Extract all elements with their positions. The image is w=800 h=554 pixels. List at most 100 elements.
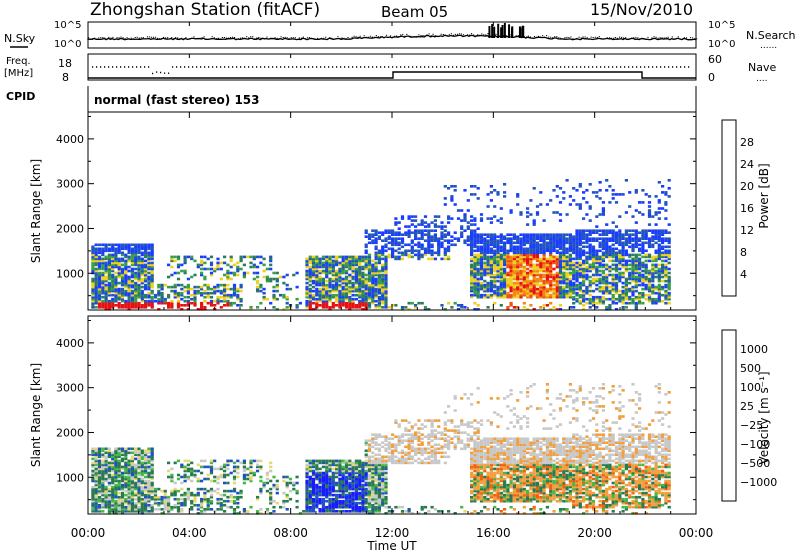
heatmap-cell: [223, 463, 227, 467]
heatmap-cell: [519, 271, 523, 275]
heatmap-cell: [364, 231, 368, 234]
heatmap-cell: [582, 191, 586, 194]
heatmap-cell: [216, 499, 220, 503]
heatmap-cell: [186, 304, 190, 307]
heatmap-cell: [384, 291, 388, 295]
heatmap-cell: [575, 293, 579, 297]
heatmap-cell: [565, 257, 569, 261]
heatmap-cell: [127, 510, 131, 513]
heatmap-cell: [226, 489, 230, 493]
heatmap-cell: [667, 285, 671, 289]
heatmap-cell: [470, 241, 474, 245]
heatmap-cell: [203, 275, 207, 279]
heatmap-cell: [196, 265, 200, 269]
heatmap-cell: [430, 251, 434, 255]
heatmap-cell: [348, 491, 352, 495]
heatmap-cell: [417, 223, 421, 226]
heatmap-cell: [529, 247, 533, 251]
heatmap-cell: [180, 501, 184, 505]
heatmap-cell: [308, 505, 312, 509]
heatmap-cell: [318, 489, 322, 493]
heatmap-cell: [318, 499, 322, 503]
heatmap-cell: [588, 233, 592, 236]
heatmap-cell: [120, 295, 125, 299]
heatmap-cell: [667, 195, 671, 198]
heatmap-cell: [144, 245, 148, 249]
heatmap-cell: [335, 297, 339, 301]
heatmap-cell: [423, 221, 428, 224]
heatmap-cell: [509, 233, 513, 236]
heatmap-cell: [127, 297, 131, 301]
heatmap-cell: [308, 297, 312, 301]
heatmap-cell: [318, 291, 322, 295]
heatmap-cell: [516, 193, 520, 196]
heatmap-cell: [512, 291, 516, 295]
heatmap-cell: [562, 261, 566, 265]
heatmap-cell: [384, 269, 388, 273]
heatmap-cell: [420, 245, 424, 249]
heatmap-cell: [321, 508, 325, 511]
heatmap-cell: [94, 475, 98, 479]
heatmap-cell: [170, 505, 174, 509]
heatmap-cell: [433, 215, 437, 218]
heatmap-cell: [341, 293, 345, 297]
heatmap-cell: [101, 251, 105, 255]
heatmap-cell: [147, 251, 151, 255]
heatmap-cell: [545, 263, 549, 267]
heatmap-cell: [638, 275, 642, 279]
heatmap-cell: [391, 249, 395, 253]
heatmap-cell: [384, 281, 388, 285]
heatmap-cell: [160, 297, 164, 301]
heatmap-cell: [311, 505, 316, 509]
heatmap-cell: [483, 263, 487, 267]
heatmap-cell: [97, 510, 102, 513]
heatmap-cell: [545, 293, 549, 297]
heatmap-cell: [578, 269, 582, 273]
heatmap-cell: [667, 187, 671, 190]
heatmap-cell: [315, 461, 319, 465]
heatmap-cell: [265, 471, 269, 475]
heatmap-cell: [242, 255, 246, 259]
heatmap-cell: [127, 285, 131, 289]
heatmap-cell: [127, 243, 131, 247]
heatmap-cell: [565, 271, 569, 275]
heatmap-cell: [124, 449, 128, 453]
heatmap-cell: [167, 495, 171, 499]
heatmap-cell: [634, 275, 638, 279]
heatmap-cell: [638, 293, 642, 297]
heatmap-cell: [499, 273, 503, 277]
heatmap-cell: [608, 201, 612, 204]
heatmap-cell: [575, 265, 579, 269]
heatmap-cell: [107, 497, 111, 501]
heatmap-cell: [516, 293, 520, 297]
heatmap-cell: [256, 265, 260, 269]
heatmap-cell: [657, 207, 661, 210]
heatmap-cell: [325, 287, 329, 291]
heatmap-cell: [486, 263, 490, 267]
heatmap-cell: [249, 463, 253, 467]
heatmap-cell: [430, 243, 434, 247]
heatmap-cell: [361, 257, 365, 261]
heatmap-cell: [150, 451, 154, 455]
heatmap-cell: [483, 265, 487, 269]
heatmap-cell: [111, 285, 115, 289]
heatmap-cell: [229, 493, 233, 497]
heatmap-cell: [262, 287, 266, 291]
heatmap-cell: [542, 261, 546, 265]
heatmap-cell: [614, 291, 619, 295]
heatmap-cell: [657, 279, 661, 283]
heatmap-cell: [433, 225, 437, 228]
heatmap-cell: [134, 297, 138, 301]
heatmap-cell: [101, 489, 105, 493]
heatmap-cell: [351, 271, 355, 275]
heatmap-cell: [186, 491, 190, 495]
heatmap-cell: [624, 265, 628, 269]
heatmap-cell: [466, 221, 470, 224]
heatmap-cell: [328, 461, 332, 465]
heatmap-cell: [249, 461, 253, 465]
heatmap-cell: [94, 289, 98, 293]
heatmap-cell: [180, 291, 184, 295]
heatmap-cell: [321, 269, 325, 273]
heatmap-cell: [325, 473, 329, 477]
heatmap-cell: [489, 249, 493, 253]
